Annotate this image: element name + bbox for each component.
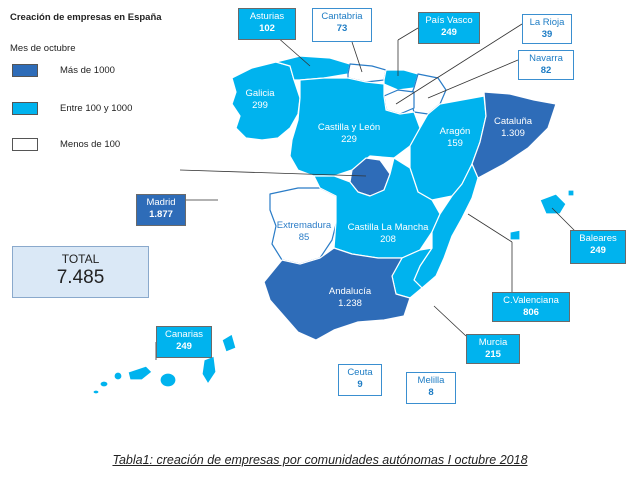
caption: Tabla1: creación de empresas por comunid…	[112, 453, 528, 467]
baleares-name: Baleares	[579, 233, 617, 244]
label-aragon: Aragón 159	[430, 126, 480, 150]
madrid-name: Madrid	[146, 197, 176, 208]
label-box-ceuta: Ceuta 9	[338, 364, 382, 396]
valenciana-value: 806	[523, 307, 539, 318]
region-canarias-4	[159, 372, 177, 388]
region-canarias-2	[113, 371, 123, 381]
region-baleares-3	[567, 189, 575, 197]
cataluna-value: 1.309	[501, 128, 525, 139]
extremadura-value: 85	[298, 232, 310, 243]
region-canarias-5	[201, 355, 217, 385]
label-box-baleares: Baleares 249	[570, 230, 626, 264]
navarra-name: Navarra	[529, 53, 563, 64]
label-box-melilla: Melilla 8	[406, 372, 456, 404]
label-castilla-mancha: Castilla La Mancha 208	[340, 222, 436, 246]
label-castilla-leon: Castilla y León 229	[306, 122, 392, 146]
label-galicia: Galicia 299	[240, 88, 280, 112]
valenciana-name: C.Valenciana	[503, 295, 559, 306]
legend-label-medium: Entre 100 y 1000	[60, 103, 133, 114]
legend-label-high: Más de 1000	[60, 65, 115, 76]
total-value: 7.485	[56, 267, 105, 288]
pais-vasco-value: 249	[441, 27, 457, 38]
asturias-name: Asturias	[249, 11, 285, 22]
canarias-value: 249	[176, 341, 192, 352]
label-box-asturias: Asturias 102	[238, 8, 296, 40]
label-extremadura: Extremadura 85	[272, 220, 336, 244]
region-pais-vasco	[383, 69, 419, 91]
legend-label-low: Menos de 100	[60, 139, 121, 150]
leader-asturias	[275, 35, 311, 67]
region-asturias	[275, 55, 351, 81]
legend-swatch-low	[12, 138, 38, 151]
navarra-value: 82	[540, 65, 552, 76]
canarias-name: Canarias	[164, 329, 204, 340]
region-baleares-2	[509, 229, 521, 241]
label-box-cantabria: Cantabria 73	[312, 8, 372, 42]
cantabria-value: 73	[336, 23, 348, 34]
legend-swatch-medium	[12, 102, 38, 115]
murcia-value: 215	[485, 349, 501, 360]
cataluna-name: Cataluña	[493, 116, 533, 127]
aragon-value: 159	[447, 138, 463, 149]
region-cantabria	[347, 63, 387, 83]
legend-swatch-high	[12, 64, 38, 77]
region-canarias-3	[127, 365, 153, 381]
galicia-value: 299	[252, 100, 268, 111]
label-cataluna: Cataluña 1.309	[486, 116, 540, 140]
region-castilla-leon	[289, 77, 421, 177]
melilla-name: Melilla	[417, 375, 445, 386]
label-box-navarra: Navarra 82	[518, 50, 574, 80]
castilla-mancha-name: Castilla La Mancha	[347, 222, 429, 233]
leader-baleares	[551, 207, 577, 233]
la-rioja-value: 39	[541, 29, 553, 40]
region-baleares	[539, 193, 567, 215]
region-canarias-6	[221, 333, 237, 353]
leader-murcia	[433, 305, 467, 337]
castilla-leon-name: Castilla y León	[317, 122, 381, 133]
legend-subtitle: Mes de octubre	[10, 43, 76, 54]
leader-la-rioja	[395, 23, 523, 105]
andalucia-value: 1.238	[338, 298, 362, 309]
region-castilla-mancha	[313, 157, 441, 259]
region-andalucia	[263, 247, 411, 341]
label-box-murcia: Murcia 215	[466, 334, 520, 364]
baleares-value: 249	[590, 245, 606, 256]
aragon-name: Aragón	[439, 126, 471, 137]
ceuta-value: 9	[357, 379, 363, 390]
label-box-la-rioja: La Rioja 39	[522, 14, 572, 44]
andalucia-name: Andalucía	[328, 286, 372, 297]
map-title: Creación de empresas en España	[10, 12, 162, 23]
galicia-name: Galicia	[245, 88, 275, 99]
label-box-valenciana: C.Valenciana 806	[492, 292, 570, 322]
pais-vasco-name: País Vasco	[425, 15, 473, 26]
region-valenciana	[413, 163, 479, 289]
leader-cantabria	[351, 41, 363, 73]
leader-madrid-2	[179, 169, 367, 177]
leader-navarra	[427, 59, 519, 99]
extremadura-name: Extremadura	[276, 220, 332, 231]
region-canarias-7	[92, 389, 100, 395]
melilla-value: 8	[428, 387, 434, 398]
leader-pais-vasco	[397, 27, 419, 41]
region-canarias-1	[99, 380, 109, 388]
castilla-mancha-value: 208	[380, 234, 396, 245]
total-box: TOTAL 7.485	[12, 246, 149, 298]
label-box-pais-vasco: País Vasco 249	[418, 12, 480, 44]
murcia-name: Murcia	[478, 337, 508, 348]
label-box-canarias: Canarias 249	[156, 326, 212, 358]
leader-valenciana-2	[467, 213, 513, 243]
cantabria-name: Cantabria	[321, 11, 363, 22]
castilla-leon-value: 229	[341, 134, 357, 145]
total-label: TOTAL	[61, 252, 100, 266]
region-cataluna	[471, 91, 557, 179]
label-andalucia: Andalucía 1.238	[318, 286, 382, 310]
la-rioja-name: La Rioja	[529, 17, 565, 28]
madrid-value: 1.877	[149, 209, 173, 220]
ceuta-name: Ceuta	[347, 367, 373, 378]
label-box-madrid: Madrid 1.877	[136, 194, 186, 226]
asturias-value: 102	[259, 23, 275, 34]
